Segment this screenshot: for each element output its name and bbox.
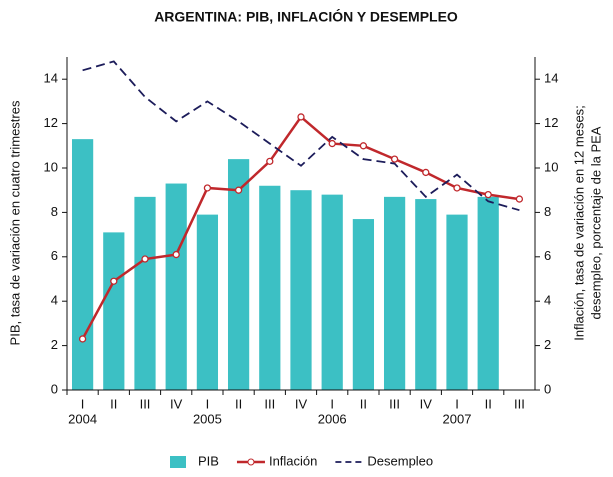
legend-label: PIB	[198, 453, 219, 468]
y-tick-label: 8	[51, 204, 58, 219]
bar	[290, 190, 312, 390]
line-marker	[141, 255, 149, 263]
y2-tick-label: 4	[544, 293, 551, 308]
line-marker	[515, 195, 524, 203]
x-tick-label: III	[140, 396, 151, 411]
bar	[227, 159, 250, 390]
line-marker	[234, 186, 243, 194]
y-tick-label: 0	[51, 381, 58, 396]
legend-label: Desempleo	[367, 453, 433, 468]
bar	[415, 199, 437, 390]
x-tick-label: I	[81, 396, 85, 411]
legend-swatch	[170, 456, 186, 468]
y-tick-label: 12	[44, 115, 58, 130]
y-tick-label: 2	[51, 337, 58, 352]
x-tick-label: II	[110, 396, 117, 411]
line-marker	[390, 155, 399, 163]
year-label: 2006	[318, 411, 347, 426]
bar	[134, 196, 156, 390]
y2-tick-label: 10	[544, 159, 558, 174]
y2-tick-label: 2	[544, 337, 551, 352]
line-marker	[484, 190, 492, 199]
bar	[352, 219, 375, 390]
line-marker	[110, 277, 118, 285]
chart-title: ARGENTINA: PIB, INFLACIÓN Y DESEMPLEO	[154, 8, 458, 25]
line	[82, 60, 520, 212]
bar	[383, 196, 406, 390]
x-tick-label: I	[330, 396, 334, 411]
bar	[321, 194, 343, 390]
x-tick-label: I	[206, 396, 210, 411]
year-label: 2005	[193, 411, 222, 426]
bar	[259, 185, 281, 390]
x-tick-label: I	[455, 396, 459, 411]
y-tick-label: 10	[44, 159, 58, 174]
y2-axis-label: desempleo, porcentaje de la PEA	[588, 126, 603, 319]
bar	[165, 183, 187, 390]
bar	[196, 214, 219, 390]
x-tick-label: II	[235, 396, 242, 411]
x-tick-label: II	[485, 396, 492, 411]
x-tick-label: III	[264, 396, 275, 411]
year-label: 2004	[68, 411, 97, 426]
x-tick-label: III	[514, 396, 525, 411]
line-marker	[172, 250, 180, 259]
line-marker	[297, 113, 305, 121]
line-marker	[328, 139, 336, 148]
legend-label: Inflación	[269, 453, 317, 468]
x-tick-label: III	[389, 396, 400, 411]
x-tick-label: IV	[420, 396, 433, 411]
line-marker	[359, 142, 368, 150]
y-axis-label: PIB, tasa de variación en cuatro trimest…	[7, 100, 22, 345]
y2-tick-label: 8	[544, 204, 551, 219]
year-label: 2007	[443, 411, 472, 426]
legend-marker	[247, 458, 255, 466]
y2-tick-label: 12	[544, 115, 558, 130]
y-tick-label: 14	[44, 71, 58, 86]
bar	[103, 232, 125, 390]
y2-tick-label: 6	[544, 248, 551, 263]
bar	[71, 139, 94, 390]
x-tick-label: II	[360, 396, 367, 411]
y2-tick-label: 14	[544, 71, 558, 86]
line-marker	[453, 184, 461, 192]
x-tick-label: IV	[295, 396, 308, 411]
line-marker	[422, 168, 430, 177]
y2-axis-label: Inflación, tasa de variación en 12 meses…	[571, 105, 586, 341]
bar	[446, 214, 468, 390]
y-tick-label: 6	[51, 248, 58, 263]
x-tick-label: IV	[170, 396, 183, 411]
line-marker	[78, 335, 87, 343]
y-tick-label: 4	[51, 293, 58, 308]
line-marker	[203, 184, 212, 192]
y2-tick-label: 0	[544, 381, 551, 396]
bar	[477, 196, 499, 390]
line-marker	[266, 157, 274, 165]
